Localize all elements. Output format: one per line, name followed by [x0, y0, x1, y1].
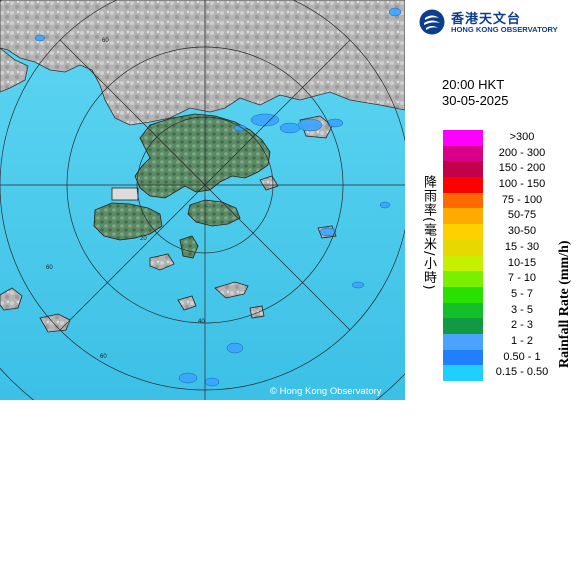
legend-label: >300 — [509, 131, 535, 143]
range-label-40-mid: 40 — [198, 319, 205, 325]
timestamp-date: 30-05-2025 — [442, 93, 509, 108]
legend-swatch — [443, 349, 483, 366]
legend-row: 15 - 30 — [443, 239, 577, 256]
range-label-60-left: 60 — [46, 265, 53, 271]
legend-row: 3 - 5 — [443, 302, 577, 319]
rain-echoes — [34, 7, 402, 387]
legend-label: 150 - 200 — [498, 162, 546, 175]
axis-title-chinese: 降雨率(毫米/小時) — [421, 175, 436, 291]
range-label-20: 20 — [140, 236, 147, 242]
timestamp-time: 20:00 HKT — [442, 77, 505, 92]
legend-swatch — [443, 302, 483, 319]
legend-label: 50-75 — [507, 209, 537, 222]
legend-panel: 香港天文台 HONG KONG OBSERVATORY 20:00 HKT 30… — [405, 0, 577, 400]
legend-label: 3 - 5 — [510, 303, 533, 316]
legend-row: 150 - 200 — [443, 161, 577, 178]
legend-label: 100 - 150 — [498, 178, 546, 191]
lantau-island — [93, 202, 163, 241]
range-label-60-bottom: 60 — [100, 354, 107, 360]
legend-swatch — [443, 365, 483, 381]
south-island-3 — [177, 295, 197, 311]
legend-label: 75 - 100 — [501, 193, 543, 206]
legend-swatch — [443, 145, 483, 162]
legend-label: 5 - 7 — [510, 287, 533, 300]
east-island-3 — [259, 175, 279, 191]
legend-label: 0.50 - 1 — [503, 350, 541, 363]
legend-row: 100 - 150 — [443, 177, 577, 193]
legend-swatch — [443, 192, 483, 209]
legend-swatch — [443, 161, 483, 178]
legend-swatch — [443, 286, 483, 303]
rainfall-legend: >300 200 - 300 150 - 200 100 - 150 75 - 100 5… — [443, 130, 577, 381]
hko-logo: 香港天文台 HONG KONG OBSERVATORY — [413, 6, 573, 38]
legend-swatch — [443, 224, 483, 240]
legend-label: 1 - 2 — [510, 334, 533, 347]
legend-label: 0.15 - 0.50 — [495, 366, 549, 379]
logo-chinese-text: 香港天文台 — [451, 12, 522, 27]
hko-swirl-icon — [419, 9, 445, 35]
legend-row: 75 - 100 — [443, 192, 577, 209]
legend-row: 0.15 - 0.50 — [443, 365, 577, 381]
logo-english-text: HONG KONG OBSERVATORY — [451, 25, 558, 34]
legend-row: 200 - 300 — [443, 145, 577, 162]
radar-map: 60 40 20 60 60 © Hong Kong Observatory — [0, 0, 481, 461]
legend-row: 50-75 — [443, 208, 577, 225]
legend-swatch — [443, 239, 483, 256]
hong-kong-island — [187, 199, 241, 227]
mainland-land — [0, 0, 406, 126]
south-island-1 — [214, 281, 249, 299]
legend-swatch — [443, 177, 483, 193]
lamma-island — [179, 235, 199, 259]
airport-island — [111, 187, 139, 201]
legend-row: >300 — [443, 130, 577, 146]
radar-map-image: 60 40 20 60 60 — [0, 0, 481, 461]
legend-swatch — [443, 130, 483, 146]
legend-swatch — [443, 255, 483, 272]
legend-label: 7 - 10 — [507, 272, 537, 285]
legend-axis-title: 降雨率(毫米/小時) — [418, 175, 442, 375]
hong-kong-land — [134, 113, 271, 199]
legend-row: 0.50 - 1 — [443, 349, 577, 366]
south-island-4 — [249, 305, 265, 319]
legend-swatch — [443, 318, 483, 334]
legend-label: 15 - 30 — [504, 240, 540, 253]
range-label-60-top: 60 — [102, 38, 109, 44]
legend-row: 30-50 — [443, 224, 577, 240]
legend-row: 7 - 10 — [443, 271, 577, 287]
legend-row: 1 - 2 — [443, 333, 577, 350]
west-island-2 — [0, 287, 23, 311]
legend-label: 200 - 300 — [498, 146, 546, 159]
legend-label: 30-50 — [507, 225, 537, 238]
legend-row: 10-15 — [443, 255, 577, 272]
legend-swatch — [443, 208, 483, 225]
legend-label: 10-15 — [507, 256, 537, 269]
south-island-2 — [149, 253, 175, 271]
legend-row: 2 - 3 — [443, 318, 577, 334]
legend-swatch — [443, 333, 483, 350]
copyright-text: © Hong Kong Observatory — [270, 386, 382, 397]
legend-row: 5 - 7 — [443, 286, 577, 303]
west-coast-land — [0, 47, 29, 93]
legend-swatch — [443, 271, 483, 287]
legend-label: 2 - 3 — [510, 319, 533, 332]
